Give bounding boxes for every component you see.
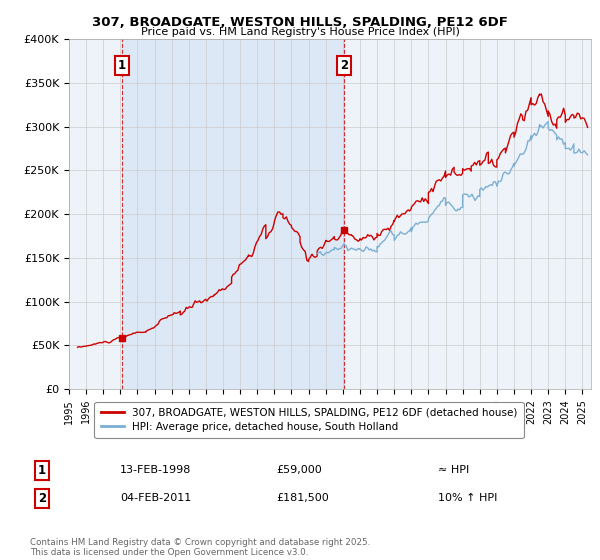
Text: ≈ HPI: ≈ HPI [438,465,469,475]
Text: 2: 2 [340,59,349,72]
Text: 307, BROADGATE, WESTON HILLS, SPALDING, PE12 6DF: 307, BROADGATE, WESTON HILLS, SPALDING, … [92,16,508,29]
Bar [122,39,344,389]
Text: £59,000: £59,000 [276,465,322,475]
Text: 13-FEB-1998: 13-FEB-1998 [120,465,191,475]
Text: 1: 1 [38,464,46,477]
Text: £181,500: £181,500 [276,493,329,503]
Text: Contains HM Land Registry data © Crown copyright and database right 2025.
This d: Contains HM Land Registry data © Crown c… [30,538,370,557]
Text: Price paid vs. HM Land Registry's House Price Index (HPI): Price paid vs. HM Land Registry's House … [140,27,460,37]
Text: 1: 1 [118,59,126,72]
Text: 10% ↑ HPI: 10% ↑ HPI [438,493,497,503]
Text: 2: 2 [38,492,46,505]
Legend: 307, BROADGATE, WESTON HILLS, SPALDING, PE12 6DF (detached house), HPI: Average : 307, BROADGATE, WESTON HILLS, SPALDING, … [94,402,524,438]
Text: 04-FEB-2011: 04-FEB-2011 [120,493,191,503]
